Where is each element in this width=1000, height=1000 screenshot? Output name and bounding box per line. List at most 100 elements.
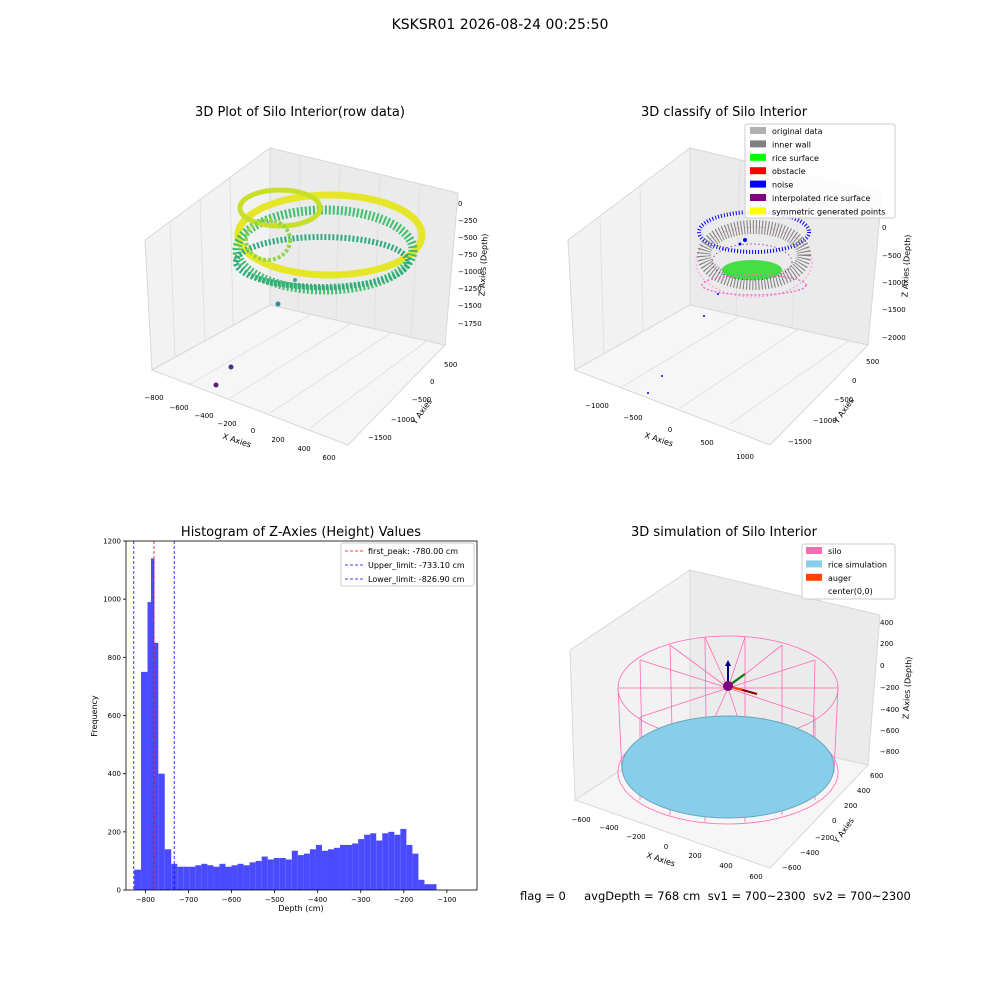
panel-simulation-3d: 3D simulation of Silo Interior (569, 525, 914, 881)
classify-y-tick: −500 (834, 396, 853, 404)
simulation-z-tick: 200 (880, 640, 893, 648)
classify-y-ticks: −1500 −1000 −500 0 500 (788, 358, 879, 446)
histogram-y-tick-label: 600 (108, 712, 121, 720)
legend-label: center(0,0) (828, 587, 873, 596)
raw-x-tick: −600 (169, 404, 188, 412)
simulation-z-tick: 400 (880, 619, 893, 627)
legend-swatch (750, 127, 766, 134)
simulation-y-tick: 400 (857, 787, 870, 795)
histogram-bar (154, 642, 159, 890)
histogram-bar (388, 831, 395, 890)
simulation-y-tick: −400 (800, 849, 819, 857)
histogram-bar (207, 865, 214, 890)
histogram-bar (225, 866, 232, 890)
histogram-bar (430, 884, 437, 890)
histogram-bar (213, 866, 220, 890)
panel-histogram: Histogram of Z-Axies (Height) Values −80… (90, 525, 478, 913)
histogram-x-tick-label: −200 (394, 896, 413, 904)
status-footer: flag = 0 avgDepth = 768 cm sv1 = 700~230… (520, 889, 911, 903)
legend-label: original data (772, 127, 823, 136)
simulation-x-ticks: −600 −400 −200 0 200 400 600 (571, 816, 762, 881)
histogram-bar (201, 863, 208, 890)
raw-y-tick: −500 (412, 396, 431, 404)
simulation-x-label: X Axies (645, 851, 676, 869)
legend-label: auger (828, 574, 852, 583)
histogram-title: Histogram of Z-Axies (Height) Values (181, 525, 421, 540)
classify-y-tick: −1000 (813, 417, 837, 425)
raw-point-cloud (213, 187, 426, 388)
classify-z-tick: 0 (882, 224, 886, 232)
histogram-bar (150, 558, 155, 890)
histogram-bar (400, 828, 407, 890)
raw-x-tick: −200 (217, 420, 236, 428)
simulation-y-tick: −200 (815, 834, 834, 842)
simulation-x-tick: 600 (749, 873, 762, 881)
histogram-bar (334, 847, 341, 890)
legend-label: Lower_limit: -826.90 cm (368, 575, 465, 584)
raw-x-tick: 0 (251, 427, 255, 435)
raw-z-tick: −1000 (458, 268, 482, 276)
rice-simulation-surface (621, 715, 835, 819)
histogram-bar (291, 850, 298, 890)
histogram-y-tick-label: 800 (108, 654, 121, 662)
histogram-bar (340, 844, 347, 890)
raw-floor-pane (150, 304, 446, 446)
legend-swatch (806, 547, 822, 554)
raw-y-tick: 0 (430, 378, 434, 386)
histogram-bar (147, 602, 151, 890)
histogram-bar (424, 884, 431, 890)
simulation-x-tick: 200 (688, 852, 701, 860)
legend-swatch (806, 573, 822, 581)
histogram-bar (177, 866, 184, 890)
histogram-ref-lines (133, 541, 175, 890)
histogram-x-tick-label: −700 (179, 896, 198, 904)
classify-y-tick: 0 (852, 377, 856, 385)
histogram-bar (243, 865, 250, 890)
legend-label: rice surface (772, 154, 819, 163)
histogram-bar (261, 856, 268, 890)
legend-swatch (806, 560, 822, 568)
histogram-bar (394, 834, 401, 890)
histogram-x-tick-label: −600 (222, 896, 241, 904)
raw-y-tick: 500 (444, 361, 457, 369)
raw-x-tick: 600 (322, 454, 335, 462)
raw-z-tick: −1750 (458, 320, 482, 328)
classify-z-tick: −1500 (882, 306, 906, 314)
histogram-x-tick-label: −800 (136, 896, 155, 904)
raw-y-tick: −1500 (368, 434, 392, 442)
classify-plot-title: 3D classify of Silo Interior (641, 105, 808, 120)
legend-swatch (750, 167, 766, 175)
histogram-bar (279, 858, 286, 890)
raw-z-tick: 0 (458, 200, 462, 208)
raw-x-tick: −400 (194, 412, 213, 420)
legend-label: noise (772, 181, 793, 190)
classify-floor-pane (573, 304, 869, 446)
raw-z-tick: −500 (458, 234, 477, 242)
simulation-z-tick: 0 (880, 662, 884, 670)
histogram-y-tick-label: 0 (117, 887, 121, 895)
raw-x-ticks: −800 −600 −400 −200 0 200 400 600 (144, 394, 335, 462)
legend-swatch (750, 180, 766, 188)
simulation-plot-title: 3D simulation of Silo Interior (631, 525, 818, 540)
histogram-bar (158, 773, 165, 890)
simulation-y-tick: 600 (870, 772, 883, 780)
simulation-y-tick: 0 (832, 817, 836, 825)
histogram-bar (183, 866, 190, 890)
classify-z-tick: −2000 (882, 334, 906, 342)
histogram-bar (195, 865, 202, 890)
histogram-y-tick-label: 1200 (103, 538, 121, 546)
simulation-z-ticks: 400 200 0 −200 −400 −600 −800 (880, 619, 899, 756)
histogram-x-label: Depth (cm) (278, 904, 323, 913)
histogram-bar (376, 840, 383, 890)
histogram-bar (249, 862, 256, 890)
raw-x-tick: 200 (271, 436, 284, 444)
histogram-y-tick-label: 400 (108, 770, 121, 778)
histogram-bar (309, 849, 316, 890)
histogram-bar (315, 844, 322, 890)
classify-y-tick: −1500 (788, 438, 812, 446)
legend-label: inner wall (772, 140, 811, 149)
simulation-z-tick: −400 (880, 706, 899, 714)
figure-title: KSKSR01 2026-08-24 00:25:50 (391, 17, 609, 33)
histogram-bar (346, 844, 353, 890)
histogram-bar (273, 858, 280, 890)
